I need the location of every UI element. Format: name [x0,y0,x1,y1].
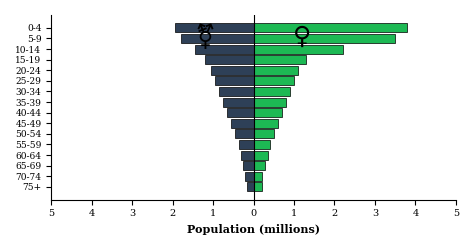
Bar [254,161,265,170]
Bar [254,129,274,138]
Bar [254,44,343,54]
Bar [205,55,254,64]
Bar [239,140,254,149]
Bar [246,172,254,181]
Bar [254,87,290,96]
Bar [254,66,298,75]
Bar [254,182,262,191]
Bar [181,34,254,43]
Bar [247,182,254,191]
Text: ♀: ♀ [293,25,311,49]
Bar [254,55,306,64]
Bar [254,98,286,106]
Bar [211,66,254,75]
Bar [254,140,270,149]
Bar [243,161,254,170]
Bar [223,98,254,106]
Bar [219,87,254,96]
Bar [241,150,254,160]
Bar [254,24,407,32]
Bar [215,76,254,86]
Bar [174,24,254,32]
Bar [254,108,282,117]
Bar [231,119,254,128]
Bar [254,172,263,181]
X-axis label: Population (millions): Population (millions) [187,224,320,235]
Bar [195,44,254,54]
Bar [235,129,254,138]
Text: ⚧: ⚧ [194,24,216,50]
Bar [254,34,395,43]
Bar [254,76,294,86]
Bar [254,150,268,160]
Bar [227,108,254,117]
Bar [254,119,278,128]
